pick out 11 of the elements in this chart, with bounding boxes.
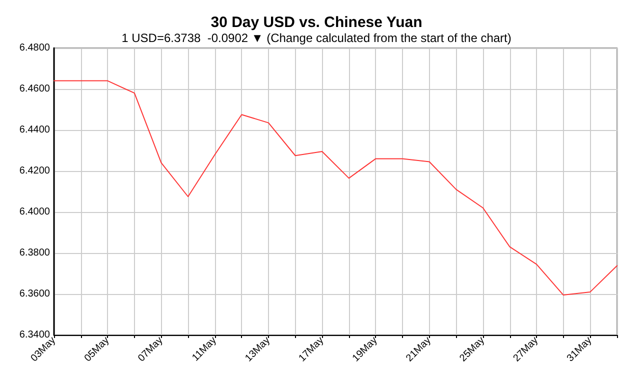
- y-tick-label: 6.3400: [19, 330, 50, 340]
- y-tick-label: 6.4600: [19, 84, 50, 94]
- chart-subtitle: 1 USD=6.3738 -0.0902 ▼ (Change calculated from the start of the chart): [122, 31, 512, 45]
- line-series: [54, 80, 618, 296]
- y-tick-label: 6.4800: [19, 42, 50, 54]
- y-tick-label: 6.3800: [19, 248, 50, 258]
- y-tick-label: 6.4400: [19, 124, 50, 136]
- chart-title: 30 Day USD vs. Chinese Yuan: [210, 14, 422, 31]
- y-tick-label: 6.3600: [19, 288, 50, 300]
- y-tick-label: 6.4000: [19, 206, 50, 218]
- y-tick-label: 6.4200: [19, 166, 50, 176]
